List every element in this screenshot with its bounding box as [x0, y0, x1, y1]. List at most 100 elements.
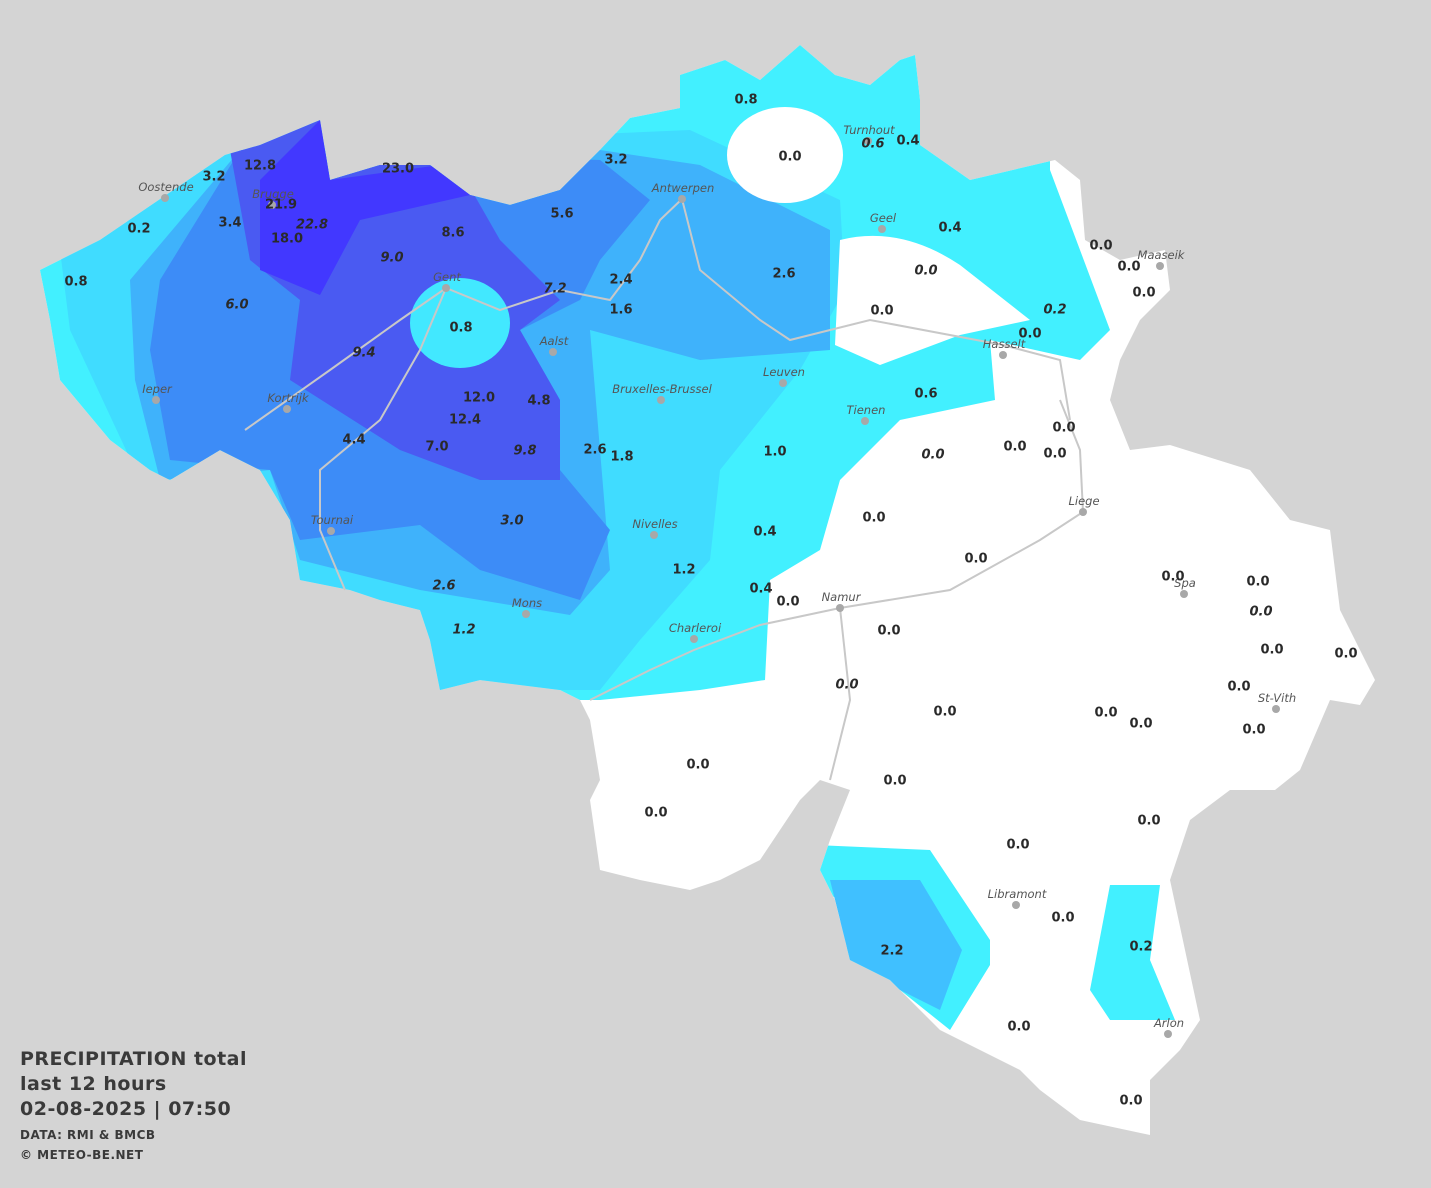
station-value: 0.0: [778, 150, 801, 165]
city-label: Oostende: [138, 180, 193, 194]
city-label: Spa: [1174, 576, 1196, 590]
city-label: Gent: [433, 270, 461, 284]
station-value: 12.0: [463, 391, 495, 406]
city-dot: [999, 351, 1007, 359]
station-value: 0.4: [938, 221, 961, 236]
station-value: 0.0: [1089, 239, 1112, 254]
river: [319, 287, 447, 591]
station-value: 0.0: [686, 758, 709, 773]
station-value: 0.0: [1249, 605, 1272, 620]
river: [829, 607, 852, 781]
station-value: 0.0: [1132, 286, 1155, 301]
station-value: 0.0: [1260, 643, 1283, 658]
station-value: 21.9: [265, 198, 297, 213]
station-value: 12.8: [244, 159, 276, 174]
station-value: 0.4: [896, 134, 919, 149]
station-value: 9.4: [352, 346, 375, 361]
city-dot: [283, 405, 291, 413]
city-label: Libramont: [988, 887, 1047, 901]
city-dot: [1180, 590, 1188, 598]
city-dot: [1164, 1030, 1172, 1038]
station-value: 7.2: [543, 282, 566, 297]
station-value: 1.2: [452, 623, 475, 638]
city-dot: [268, 201, 276, 209]
city-label: Geel: [870, 211, 897, 225]
station-value: 7.0: [425, 440, 448, 455]
station-value: 0.0: [964, 552, 987, 567]
station-value: 2.6: [432, 579, 455, 594]
city-label: Nivelles: [632, 517, 677, 531]
station-value: 8.6: [441, 226, 464, 241]
data-source: DATA: RMI & BMCB: [20, 1128, 156, 1142]
rivers: [244, 198, 1085, 781]
station-value: 0.4: [749, 582, 772, 597]
station-value: 0.2: [1043, 303, 1066, 318]
city-label: Leuven: [763, 365, 805, 379]
city-dot: [861, 417, 869, 425]
station-value: 0.0: [1246, 575, 1269, 590]
station-value: 0.0: [1137, 814, 1160, 829]
zone: [410, 278, 510, 368]
station-value: 1.8: [610, 450, 633, 465]
city-label: Tienen: [847, 403, 886, 417]
city-label: St-Vith: [1258, 691, 1296, 705]
city-dot: [1012, 901, 1020, 909]
city-dot: [327, 527, 335, 535]
station-value: 0.0: [835, 678, 858, 693]
city-dot: [650, 531, 658, 539]
city-dot: [836, 604, 844, 612]
city-label: Turnhout: [843, 123, 895, 137]
city-label: Tournai: [311, 513, 354, 527]
station-value: 3.2: [604, 153, 627, 168]
cities: Oostende Brugge Antwerpen Turnhout Geel Maase…: [138, 123, 1296, 1038]
station-value: 1.0: [763, 445, 786, 460]
subtitle: last 12 hours: [20, 1073, 167, 1095]
station-value: 0.0: [921, 448, 944, 463]
station-value: 0.0: [644, 806, 667, 821]
city-label: Hasselt: [983, 337, 1026, 351]
station-value: 2.4: [609, 273, 632, 288]
station-value: 0.8: [64, 275, 87, 290]
river: [681, 198, 1071, 421]
station-value: 4.8: [527, 394, 550, 409]
city-dot: [878, 225, 886, 233]
station-value: 0.0: [1242, 723, 1265, 738]
credit: © METEO-BE.NET: [20, 1148, 144, 1162]
station-value: 9.8: [513, 444, 536, 459]
river: [244, 198, 683, 431]
city-dot: [549, 348, 557, 356]
station-value: 3.2: [202, 170, 225, 185]
city-label: Namur: [822, 590, 862, 604]
station-value: 2.6: [583, 443, 606, 458]
station-value: 0.6: [914, 387, 937, 402]
zone: [1090, 885, 1175, 1020]
station-value: 0.0: [914, 264, 937, 279]
city-label: Bruxelles-Brussel: [612, 382, 712, 396]
station-value: 12.4: [449, 413, 481, 428]
station-value: 0.0: [1043, 447, 1066, 462]
station-value: 0.0: [1334, 647, 1357, 662]
city-label: Mons: [512, 596, 542, 610]
city-dot: [864, 137, 872, 145]
station-value: 0.4: [753, 525, 776, 540]
station-value: 0.0: [1018, 327, 1041, 342]
station-value: 0.0: [1227, 680, 1250, 695]
city-dot: [678, 195, 686, 203]
station-value: 0.0: [877, 624, 900, 639]
station-value: 3.0: [500, 514, 523, 529]
city-dot: [779, 379, 787, 387]
station-value: 0.0: [1119, 1094, 1142, 1109]
station-value: 23.0: [382, 162, 414, 177]
river: [589, 399, 1085, 701]
station-value: 0.2: [127, 222, 150, 237]
station-value: 0.0: [862, 511, 885, 526]
station-value: 3.4: [218, 216, 241, 231]
city-label: Aalst: [539, 334, 569, 348]
station-value: 0.0: [1007, 1020, 1030, 1035]
station-value: 0.0: [1052, 421, 1075, 436]
station-value: 0.0: [1003, 440, 1026, 455]
city-label: Brugge: [252, 187, 294, 201]
station-value: 0.0: [1094, 706, 1117, 721]
